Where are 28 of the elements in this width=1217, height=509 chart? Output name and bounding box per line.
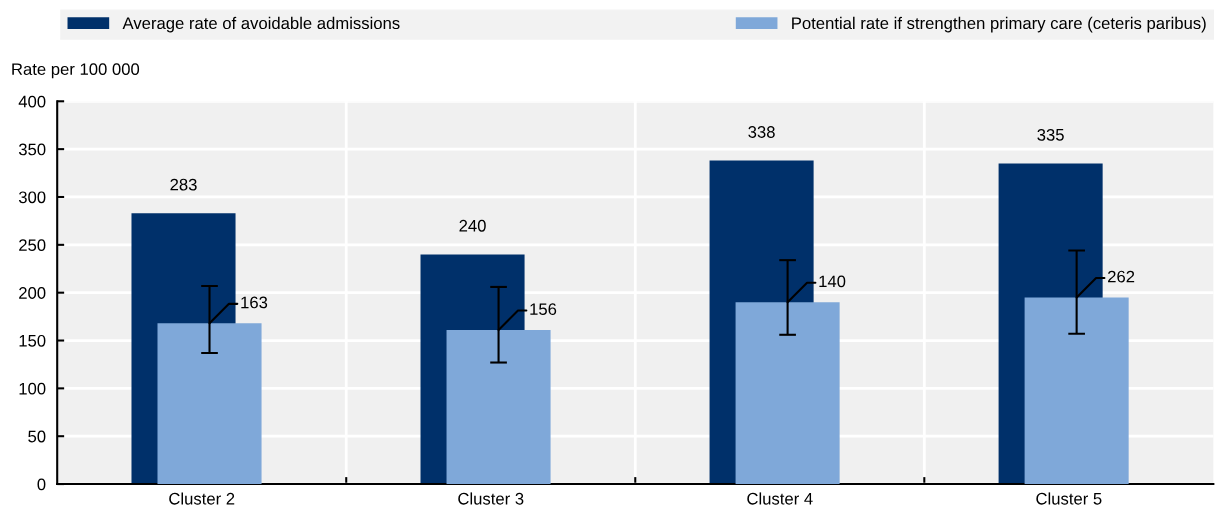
annotation: 140 xyxy=(819,275,846,288)
x-tick-label: Cluster 2 xyxy=(169,492,235,505)
y-tick-label: 200 xyxy=(19,287,46,299)
data-label: 283 xyxy=(170,178,197,191)
annotation: 163 xyxy=(241,296,268,309)
y-tick-label: 350 xyxy=(18,143,46,156)
legend-label: Average rate of avoidable admissions xyxy=(122,16,400,33)
bar xyxy=(1024,297,1129,485)
data-label: 240 xyxy=(459,219,486,232)
bar xyxy=(157,323,262,485)
x-tick-label: Cluster 3 xyxy=(458,492,524,505)
x-tick-label: Cluster 5 xyxy=(1036,492,1102,505)
y-axis-title: Rate per 100 000 xyxy=(12,63,140,79)
x-tick-label: Cluster 4 xyxy=(747,492,813,505)
data-label: 335 xyxy=(1037,128,1064,141)
y-tick-label: 300 xyxy=(18,191,46,204)
y-tick-label: 50 xyxy=(28,430,46,443)
bar xyxy=(446,329,551,485)
y-tick-label: 250 xyxy=(19,239,46,252)
y-tick-label: 150 xyxy=(19,334,46,347)
bar xyxy=(735,302,840,485)
y-tick-label: 0 xyxy=(37,478,46,491)
annotation: 262 xyxy=(1108,270,1135,283)
y-tick-label: 100 xyxy=(19,382,46,395)
legend-label: Potential rate if strengthen primary care (ceteris paribus) xyxy=(792,16,1206,33)
y-tick-label: 400 xyxy=(18,95,46,108)
data-label: 338 xyxy=(748,126,775,138)
annotation: 156 xyxy=(530,303,557,316)
